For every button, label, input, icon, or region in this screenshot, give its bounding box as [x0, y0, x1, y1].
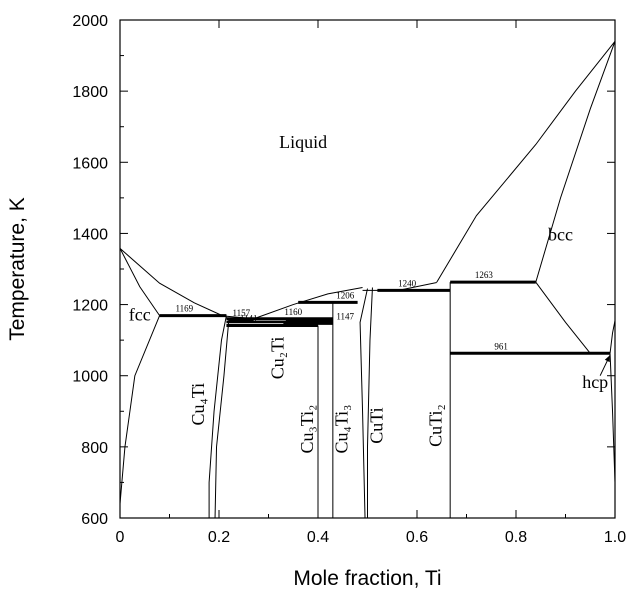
phase-boundary-solidus-fcc: [119, 248, 161, 316]
y-axis-label: Temperature, K: [6, 197, 29, 341]
isotherm-label: 1141: [240, 314, 258, 324]
phase-label: Cu₄Ti: [188, 383, 208, 426]
phase-boundary-bcc-hcp-left: [535, 281, 591, 354]
isotherm-label: 1169: [176, 304, 194, 314]
phase-boundary-cuti-left: [359, 288, 368, 519]
isotherm-label: 1157: [232, 308, 250, 318]
y-tick-label: 1800: [72, 84, 108, 101]
y-tick-label: 800: [81, 440, 108, 457]
phase-boundary-bcc-hcp-right: [609, 320, 616, 354]
phase-label: fcc: [129, 305, 151, 325]
x-axis-label: Mole fraction, Ti: [293, 567, 441, 590]
hcp-arrow-head: [604, 355, 611, 363]
x-tick-label: 0.8: [505, 529, 527, 546]
phase-boundary-solidus-bcc: [535, 41, 616, 283]
isotherm-label: 1160: [284, 307, 302, 317]
y-tick-label: 1200: [72, 298, 108, 315]
phase-boundary-cuti-right: [367, 287, 373, 518]
phase-boundary-cu4ti-right: [214, 318, 230, 519]
phase-label: Cu₄Ti₃: [332, 405, 352, 454]
isotherm-label: 961: [494, 341, 508, 351]
phase-label: CuTi₂: [426, 404, 446, 447]
x-tick-label: 0.4: [307, 529, 329, 546]
phase-boundary-liquidus-bcc: [436, 41, 616, 283]
phase-label: Liquid: [279, 132, 327, 152]
y-tick-label: 600: [81, 511, 108, 528]
phase-boundary-hcp-solvus: [609, 353, 616, 483]
phase-boundary-liquidus-cu-side: [119, 247, 222, 316]
isotherm-label: 1263: [475, 270, 494, 280]
phase-label: bcc: [548, 225, 573, 245]
axes: 0 0.2 0.4 0.6 0.8 1.0 600 800 1000 1200 1400 1600 18…: [72, 13, 626, 546]
phase-boundary-cu4ti-left: [208, 315, 227, 518]
y-tick-label: 1400: [72, 226, 108, 243]
y-tick-label: 1600: [72, 155, 108, 172]
isotherm-label: 1240: [398, 278, 417, 288]
x-tick-label: 0.6: [406, 529, 428, 546]
x-tick-label: 0: [116, 529, 125, 546]
phase-label: Cu₃Ti₂: [297, 405, 317, 454]
labels: 1169 1157 1160 1141 1147 1206 1240 1263 961 Liqui…: [129, 132, 611, 454]
x-tick-label: 0.2: [208, 529, 230, 546]
isotherm-label: 1147: [336, 311, 354, 321]
phase-label: hcp: [582, 372, 608, 392]
y-tick-label: 1000: [72, 369, 108, 386]
y-tick-label: 2000: [72, 13, 108, 30]
phase-boundary-fcc-solvus: [119, 315, 161, 504]
isotherm-label: 1206: [336, 290, 355, 300]
x-tick-label: 1.0: [604, 529, 626, 546]
phase-label: CuTi: [366, 407, 386, 443]
phase-label: Cu₂Ti: [267, 337, 287, 380]
plot-area: [119, 41, 616, 519]
